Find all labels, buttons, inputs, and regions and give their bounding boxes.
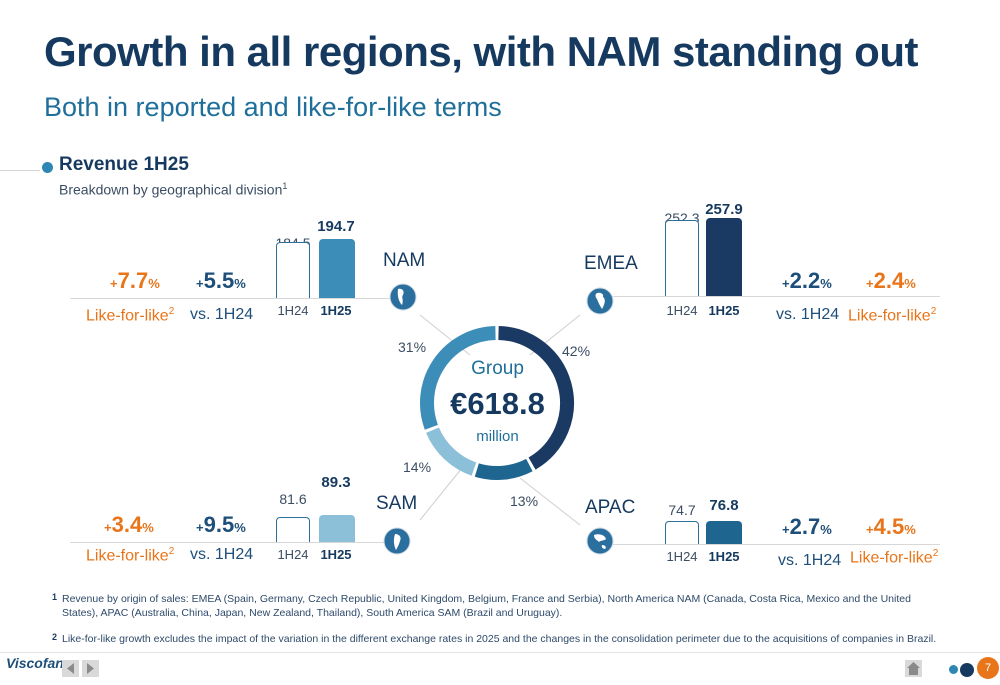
apac-share: 13% bbox=[510, 493, 539, 509]
emea-baseline bbox=[610, 296, 940, 297]
globe-americas-icon bbox=[389, 283, 417, 311]
nam-lfl-growth: +7.7% bbox=[110, 268, 160, 293]
group-value: €618.8 bbox=[450, 386, 545, 421]
nam-lfl-caption: Like-for-like2 bbox=[86, 306, 175, 325]
region-name-sam: SAM bbox=[376, 493, 418, 514]
footer-rule bbox=[0, 652, 1000, 653]
nam-reported-growth: +5.5% bbox=[196, 268, 246, 293]
forward-arrow-icon[interactable] bbox=[82, 660, 99, 677]
apac-value-1h24: 74.7 bbox=[668, 502, 696, 518]
emea-lfl-caption: Like-for-like2 bbox=[848, 306, 937, 325]
donut-segment-sam bbox=[426, 427, 477, 476]
nam-label-1h24: 1H24 bbox=[277, 303, 309, 318]
apac-label-1h25: 1H25 bbox=[708, 549, 740, 564]
emea-reported-growth: +2.2% bbox=[782, 268, 832, 293]
apac-vs-caption: vs. 1H24 bbox=[778, 552, 842, 569]
donut-segment-nam bbox=[420, 326, 496, 430]
region-name-nam: NAM bbox=[383, 250, 426, 271]
globe-south-america-icon bbox=[383, 527, 411, 555]
apac-baseline bbox=[610, 544, 940, 545]
apac-lfl-caption: Like-for-like2 bbox=[850, 548, 939, 567]
nam-baseline bbox=[70, 298, 390, 299]
sam-connector bbox=[419, 467, 463, 521]
sam-lfl-caption: Like-for-like2 bbox=[86, 546, 175, 565]
apac-label-1h24: 1H24 bbox=[666, 549, 698, 564]
dot-medium-icon bbox=[960, 663, 974, 677]
emea-vs-caption: vs. 1H24 bbox=[776, 306, 840, 323]
apac-value-1h25: 76.8 bbox=[709, 497, 739, 514]
dot-small-icon bbox=[949, 665, 958, 674]
footnote-2: 2 Like-for-like growth excludes the impac… bbox=[52, 632, 937, 645]
viscofan-logo: Viscofan bbox=[6, 655, 64, 671]
section-title: Revenue 1H25 bbox=[59, 154, 189, 175]
apac-reported-growth: +2.7% bbox=[782, 514, 832, 539]
sam-value-1h25: 89.3 bbox=[321, 474, 351, 491]
sam-reported-growth: +9.5% bbox=[196, 512, 246, 537]
nam-vs-caption: vs. 1H24 bbox=[190, 306, 254, 323]
emea-value-1h25: 257.9 bbox=[705, 201, 743, 218]
footnote-1: 1 Revenue by origin of sales: EMEA (Spain… bbox=[52, 592, 911, 619]
nam-value-1h25: 194.7 bbox=[317, 218, 355, 235]
page-title: Growth in all regions, with NAM standing… bbox=[44, 28, 918, 75]
page-number: 7 bbox=[977, 657, 999, 679]
sam-share: 14% bbox=[403, 459, 432, 475]
emea-label-1h25: 1H25 bbox=[708, 303, 740, 318]
sam-bar-1h24 bbox=[276, 517, 310, 542]
home-icon[interactable] bbox=[905, 660, 922, 677]
sam-bar-1h25 bbox=[319, 514, 355, 542]
section-rule bbox=[0, 170, 40, 171]
apac-lfl-growth: +4.5% bbox=[866, 514, 916, 539]
globe-europe-africa-icon bbox=[586, 287, 614, 315]
nam-label-1h25: 1H25 bbox=[320, 303, 352, 318]
emea-bar-1h25 bbox=[706, 218, 742, 296]
nam-share: 31% bbox=[398, 339, 427, 355]
donut-segment-apac bbox=[474, 458, 533, 480]
sam-lfl-growth: +3.4% bbox=[104, 512, 154, 537]
sam-vs-caption: vs. 1H24 bbox=[190, 546, 254, 563]
emea-share: 42% bbox=[562, 343, 591, 359]
sam-value-1h24: 81.6 bbox=[279, 491, 307, 507]
section-bullet-icon bbox=[42, 162, 53, 173]
sam-label-1h24: 1H24 bbox=[277, 547, 309, 562]
group-unit: million bbox=[476, 428, 519, 445]
emea-bar-1h24 bbox=[665, 219, 699, 296]
emea-label-1h24: 1H24 bbox=[666, 303, 698, 318]
group-label: Group bbox=[471, 358, 524, 379]
sam-baseline bbox=[70, 542, 390, 543]
back-arrow-icon[interactable] bbox=[62, 660, 79, 677]
section-subtitle: Breakdown by geographical division1 bbox=[59, 181, 288, 198]
region-name-emea: EMEA bbox=[584, 253, 638, 274]
apac-bar-1h24 bbox=[665, 521, 699, 544]
emea-lfl-growth: +2.4% bbox=[866, 268, 916, 293]
nam-bar-1h25 bbox=[319, 239, 355, 298]
apac-bar-1h25 bbox=[706, 520, 742, 544]
region-name-apac: APAC bbox=[585, 497, 636, 518]
sam-label-1h25: 1H25 bbox=[320, 547, 352, 562]
nam-bar-1h24 bbox=[276, 242, 310, 298]
apac-connector bbox=[519, 477, 581, 526]
globe-asia-pacific-icon bbox=[586, 527, 614, 555]
donut-segment-emea bbox=[498, 326, 574, 470]
page-subtitle: Both in reported and like-for-like terms bbox=[44, 92, 502, 122]
